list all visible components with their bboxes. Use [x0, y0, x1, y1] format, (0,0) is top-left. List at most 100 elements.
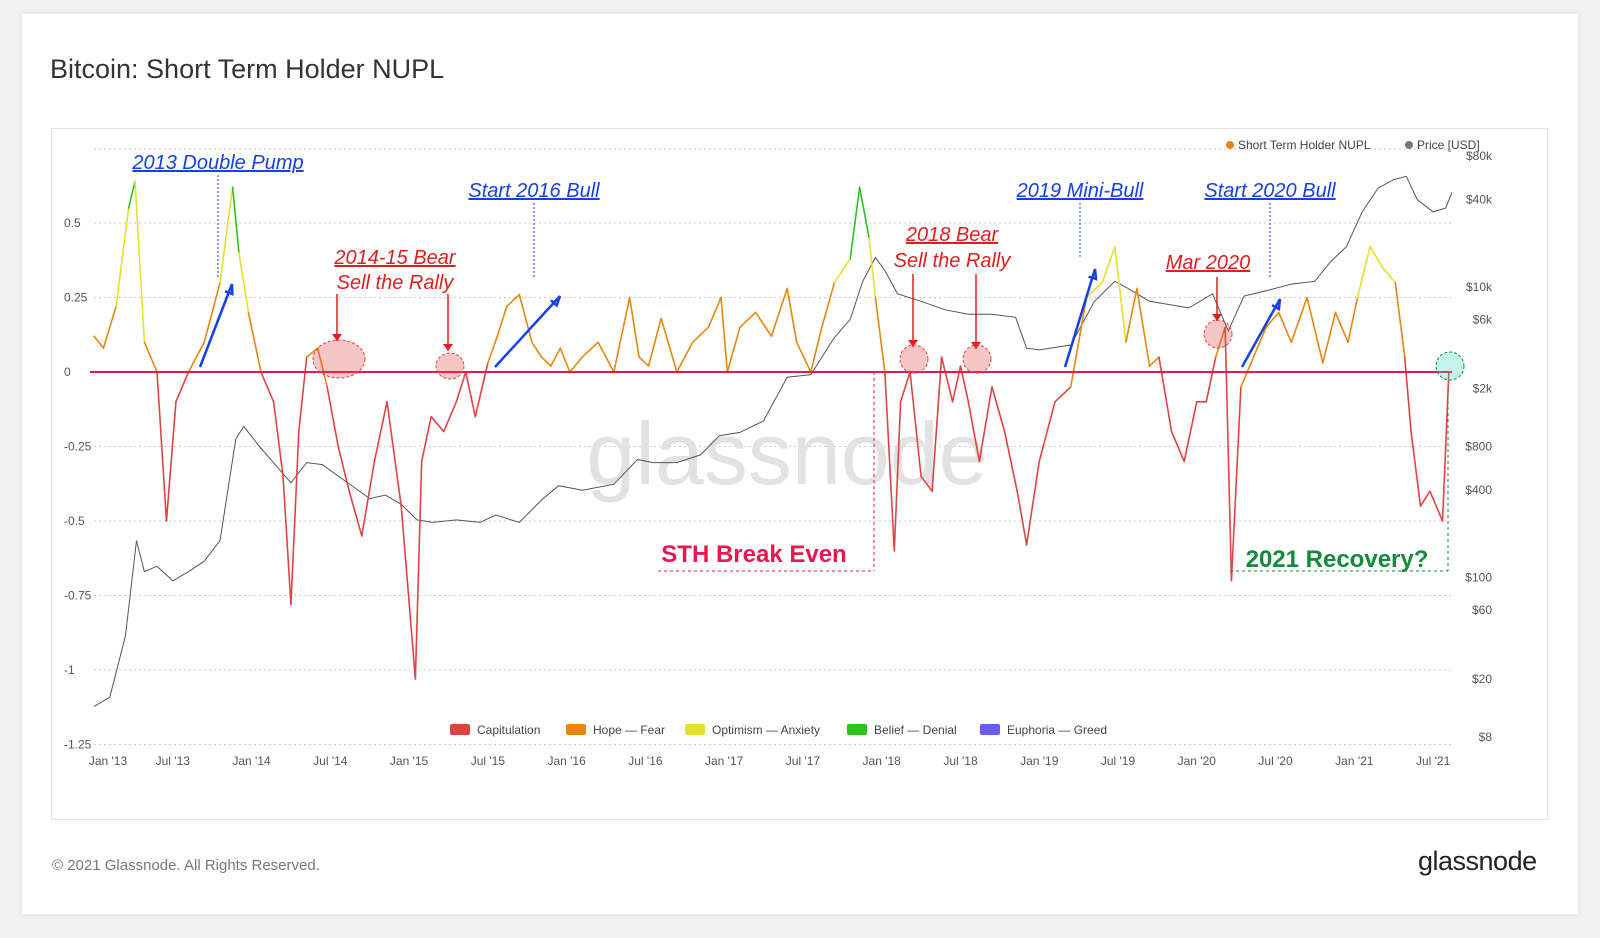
nupl-segment — [455, 371, 467, 403]
nupl-segment — [893, 400, 902, 552]
x-tick: Jul '15 — [471, 754, 506, 768]
nupl-segment — [247, 311, 262, 373]
nupl-segment — [1101, 246, 1116, 284]
nupl-segment — [754, 311, 773, 338]
nupl-segment — [638, 356, 650, 367]
nupl-segment — [1429, 490, 1444, 522]
red-arrow-2-head — [443, 344, 453, 351]
nupl-segment — [1214, 326, 1226, 358]
y-right-tick: $8 — [1479, 730, 1493, 744]
nupl-segment — [1410, 430, 1422, 507]
nupl-series — [93, 180, 1450, 680]
nupl-segment — [874, 296, 886, 373]
nupl-segment — [1381, 266, 1397, 284]
legend-swatch — [980, 724, 1000, 735]
y-left-tick: -1.25 — [64, 738, 92, 752]
nupl-segment — [1306, 296, 1324, 364]
nupl-segment — [707, 296, 722, 329]
nupl-segment — [134, 180, 146, 343]
red-arrow-4-head — [971, 342, 981, 349]
chart-svg: glassnode 0.5 0.25 0 -0.25 -0.5 -0.75 -1 -1.25 $… — [64, 138, 1493, 768]
legend-swatch — [450, 724, 470, 735]
nupl-segment — [967, 400, 981, 463]
nupl-segment — [290, 430, 300, 606]
nupl-segment — [282, 475, 292, 606]
label-mar-2020: Mar 2020 — [1166, 252, 1251, 274]
arrow-2016-head — [550, 295, 562, 308]
nupl-segment — [442, 400, 458, 433]
nupl-segment — [420, 415, 432, 463]
nupl-segment — [1334, 311, 1349, 343]
y-left-tick: 0.5 — [64, 216, 81, 230]
nupl-segment — [231, 186, 240, 254]
nupl-segment — [1205, 356, 1217, 403]
x-tick: Jul '18 — [943, 754, 978, 768]
nupl-segment — [1369, 246, 1384, 269]
y-right-tick: $80k — [1466, 149, 1493, 163]
nupl-segment — [400, 505, 417, 680]
price-line — [93, 175, 1453, 707]
nupl-segment — [821, 281, 836, 329]
nupl-segment — [1322, 311, 1337, 364]
x-tick: Jan '14 — [232, 754, 271, 768]
nupl-segment — [1148, 356, 1160, 367]
legend-swatch — [847, 724, 867, 735]
nupl-segment — [1183, 400, 1198, 463]
y-left-tick: 0 — [64, 365, 71, 379]
nupl-segment — [464, 371, 477, 418]
nupl-segment — [348, 490, 363, 537]
watermark: glassnode — [586, 404, 987, 503]
nupl-segment — [786, 287, 798, 343]
y-right-tick: $100 — [1465, 571, 1492, 585]
nupl-segment — [884, 371, 896, 552]
nupl-segment — [518, 293, 533, 343]
label-2018-bear: 2018 Bear — [905, 224, 1000, 246]
legend-swatch — [685, 724, 705, 735]
nupl-segment — [430, 415, 445, 433]
nupl-segment — [1252, 326, 1267, 358]
label-sell-the-rally-1: Sell the Rally — [337, 272, 455, 294]
nupl-segment — [795, 341, 812, 373]
label-2021-recovery: 2021 Recovery? — [1246, 546, 1429, 573]
arrow-2020 — [1240, 298, 1282, 368]
arrow-2019-head — [1088, 268, 1098, 281]
nupl-segment — [487, 335, 499, 364]
nupl-segment — [676, 341, 694, 373]
nupl-segment — [316, 347, 328, 388]
nupl-segment — [115, 207, 130, 308]
nupl-segment — [298, 356, 308, 433]
label-2014-15-bear: 2014-15 Bear — [333, 247, 457, 269]
y-right-tick: $800 — [1465, 440, 1492, 454]
legend-dot-nupl — [1226, 141, 1234, 149]
copyright: © 2021 Glassnode. All Rights Reserved. — [52, 857, 320, 874]
nupl-segment — [496, 305, 508, 338]
nupl-segment — [1394, 281, 1406, 358]
nupl-segment — [1085, 281, 1104, 299]
y-left-tick: 0.25 — [64, 291, 88, 305]
highlight-2018a — [899, 344, 929, 374]
nupl-segment — [1114, 246, 1127, 343]
chart-area: glassnode 0.5 0.25 0 -0.25 -0.5 -0.75 -1 -1.25 $… — [51, 128, 1548, 820]
legend-dot-price — [1405, 141, 1413, 149]
nupl-segment — [1419, 490, 1431, 507]
y-left-tick: -0.5 — [64, 514, 85, 528]
red-arrow-1-head — [332, 334, 342, 341]
brand-logo: glassnode — [1418, 846, 1537, 876]
axes: 0.5 0.25 0 -0.25 -0.5 -0.75 -1 -1.25 $80k $40k $10… — [64, 149, 1493, 768]
legend-nupl: Short Term Holder NUPL — [1238, 138, 1371, 152]
nupl-segment — [978, 386, 993, 463]
nupl-segment — [165, 400, 177, 522]
nupl-segment — [1136, 287, 1151, 367]
legend-item: Optimism — Anxiety — [712, 723, 820, 737]
highlight-2015 — [435, 352, 465, 380]
x-tick: Jul '16 — [628, 754, 663, 768]
legend-item: Capitulation — [477, 723, 540, 737]
nupl-segment — [1025, 460, 1041, 546]
nupl-segment — [858, 186, 870, 239]
nupl-segment — [647, 317, 662, 367]
nupl-segment — [991, 386, 1006, 433]
x-tick: Jul '14 — [313, 754, 348, 768]
red-arrow-3-head — [908, 340, 918, 347]
label-2013-double-pump: 2013 Double Pump — [131, 152, 303, 174]
legend-price: Price [USD] — [1417, 138, 1480, 152]
